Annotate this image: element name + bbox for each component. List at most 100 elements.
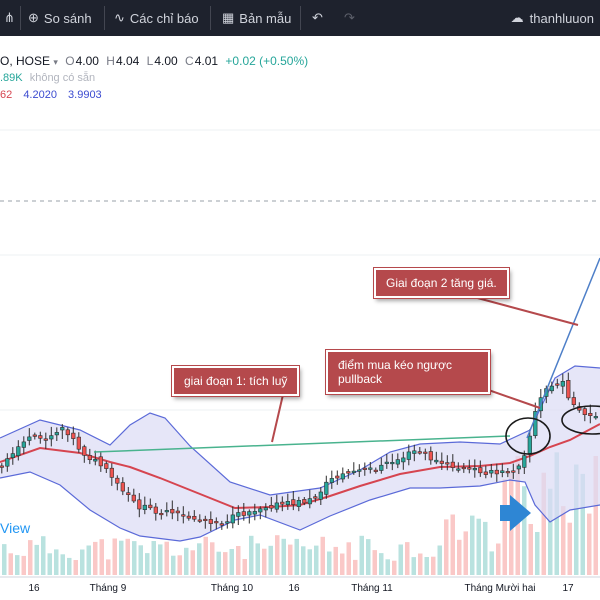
open-value: 4.00: [75, 54, 99, 68]
volume-bar: [567, 522, 572, 575]
high-key: H: [106, 54, 115, 68]
candlestick: [82, 446, 87, 456]
volume-bar: [145, 553, 150, 575]
volume-bar: [210, 542, 215, 575]
callout-pullback: điểm mua kéo ngược pullback: [326, 350, 490, 394]
candlestick: [274, 502, 279, 510]
volume-bar: [314, 545, 319, 575]
volume-bar: [236, 546, 241, 575]
volume-bar: [197, 543, 202, 575]
toolbar-left-fragment[interactable]: ⋔: [4, 0, 15, 36]
volume-bar: [340, 553, 345, 575]
candlestick: [159, 512, 164, 516]
volume-bar: [288, 544, 293, 575]
volume-bar: [54, 549, 59, 575]
candlestick: [401, 457, 406, 463]
volume-bar: [437, 545, 442, 575]
candlestick: [258, 508, 263, 513]
volume-value: .89K: [0, 72, 23, 84]
toolbar-separator: [104, 6, 105, 30]
candlestick: [10, 453, 15, 459]
volume-bar: [470, 515, 475, 575]
candlestick: [5, 458, 10, 467]
volume-bar: [346, 542, 351, 575]
callout-stage2-text: Giai đoạn 2 tăng giá.: [386, 276, 497, 290]
candlestick: [483, 471, 488, 475]
compare-button[interactable]: ⊕ So sánh: [28, 0, 92, 36]
candlestick: [230, 514, 235, 524]
candlestick: [214, 521, 219, 524]
candlestick: [379, 464, 384, 471]
candlestick: [313, 496, 318, 499]
volume-bar: [132, 541, 137, 575]
candlestick: [560, 380, 565, 387]
volume-bar: [106, 559, 111, 575]
candlestick: [148, 504, 153, 509]
volume-bar: [21, 555, 26, 575]
indicators-label: Các chỉ báo: [129, 10, 199, 26]
volume-bar: [216, 551, 221, 575]
candlestick: [225, 521, 230, 524]
bollinger-legend: 62 4.2020 3.9903: [0, 89, 102, 101]
candlestick: [181, 514, 186, 517]
redo-icon: ↷: [344, 10, 355, 25]
volume-bar: [249, 535, 254, 575]
candlestick: [566, 379, 571, 399]
candlestick: [302, 499, 307, 504]
volume-bar: [444, 519, 449, 575]
close-key: C: [185, 54, 194, 68]
volume-bar: [450, 514, 455, 575]
templates-button[interactable]: ▦ Bản mẫu: [222, 0, 291, 36]
candlestick: [549, 385, 554, 392]
bollinger-band-fill: [0, 366, 600, 541]
x-tick-label: Tháng 11: [351, 583, 393, 594]
volume-bar: [255, 543, 260, 575]
candlestick: [43, 438, 48, 441]
user-menu[interactable]: ☁ thanhluuon: [511, 0, 594, 36]
redo-button[interactable]: ↷: [344, 0, 355, 36]
candlestick: [126, 492, 131, 496]
candlestick: [269, 504, 274, 509]
x-tick-label: 17: [562, 583, 574, 594]
candlestick: [98, 456, 103, 467]
volume-bar: [327, 551, 332, 575]
symbol-dropdown-icon[interactable]: ▾: [53, 57, 58, 67]
candlestick: [511, 470, 516, 473]
candlestick: [236, 512, 241, 517]
symbol-label[interactable]: O, HOSE: [0, 54, 51, 68]
volume-bar: [294, 538, 299, 575]
candlestick: [555, 383, 560, 386]
candlestick: [164, 510, 169, 513]
candlestick: [456, 468, 461, 471]
volume-bar: [574, 464, 579, 575]
candlestick: [115, 477, 120, 484]
candlestick: [263, 507, 268, 511]
indicators-icon: ∿: [114, 10, 125, 25]
watermark-text: View: [0, 520, 31, 536]
callout-stage2-pointer: [469, 295, 579, 326]
volume-bar: [171, 555, 176, 575]
close-value: 4.01: [194, 54, 219, 68]
templates-label: Bản mẫu: [239, 10, 292, 26]
volume-bar: [86, 545, 91, 575]
volume-bar: [548, 488, 553, 575]
volume-bar: [502, 479, 507, 575]
volume-bar: [489, 551, 494, 575]
candlestick: [428, 451, 433, 461]
candlestick: [461, 466, 466, 470]
candlestick: [329, 478, 334, 483]
candlestick: [54, 432, 59, 436]
volume-bar: [379, 553, 384, 575]
candlestick: [571, 397, 576, 405]
callout-stage2: Giai đoạn 2 tăng giá.: [374, 268, 509, 298]
candlestick: [467, 467, 472, 470]
volume-bar: [593, 456, 598, 575]
volume-bar: [138, 545, 143, 575]
candlestick: [142, 504, 147, 511]
candlestick: [417, 451, 422, 454]
candlestick: [346, 471, 351, 474]
undo-button[interactable]: ↶: [312, 0, 323, 36]
volume-bar: [268, 545, 273, 575]
indicators-button[interactable]: ∿ Các chỉ báo: [114, 0, 199, 36]
